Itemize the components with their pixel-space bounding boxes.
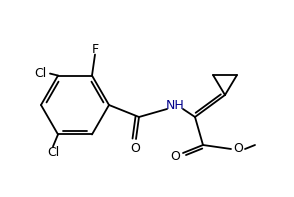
Text: O: O [170,150,180,163]
Text: O: O [130,142,140,155]
Text: Cl: Cl [47,146,59,159]
Text: O: O [233,142,243,155]
Text: F: F [91,43,98,56]
Text: NH: NH [166,98,184,112]
Text: Cl: Cl [34,67,46,80]
